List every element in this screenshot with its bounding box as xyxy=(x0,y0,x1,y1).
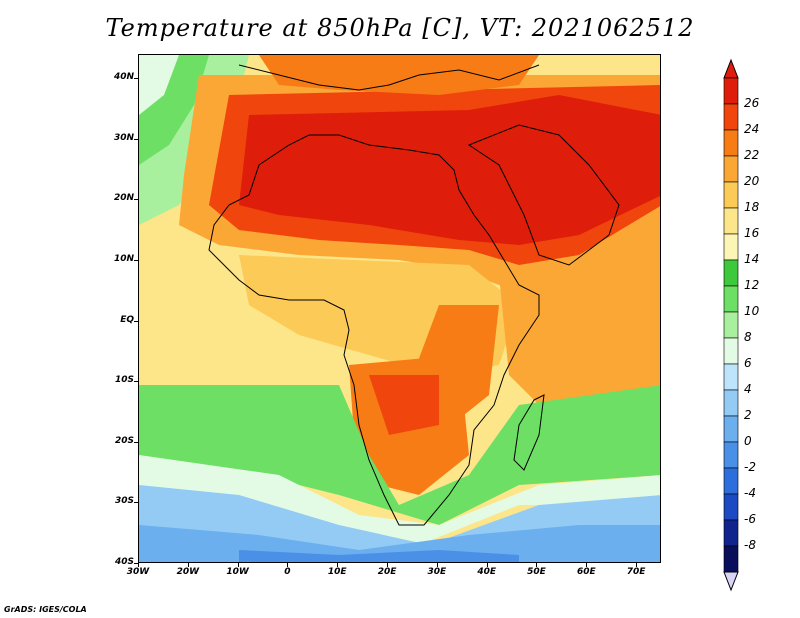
lon-label: 20E xyxy=(377,567,397,577)
credit-text: GrADS: IGES/COLA xyxy=(4,605,87,614)
map-panel xyxy=(138,54,661,563)
lon-label: 10E xyxy=(327,567,347,577)
lon-label: 30W xyxy=(126,567,150,577)
lon-tick xyxy=(237,563,239,567)
colorbar-overflow-arrow xyxy=(723,58,739,79)
colorbar-segment xyxy=(723,493,739,521)
lon-tick xyxy=(187,563,189,567)
colorbar-label: 4 xyxy=(744,382,752,396)
lat-label: 20N xyxy=(113,193,134,204)
lat-tick xyxy=(134,381,138,383)
colorbar-label: 2 xyxy=(744,408,752,422)
africa-coastline xyxy=(208,134,540,526)
colorbar-segment xyxy=(723,441,739,469)
lon-label: 40E xyxy=(477,567,496,577)
temperature-map xyxy=(139,55,660,562)
lat-tick xyxy=(134,502,138,504)
colorbar-segment xyxy=(723,467,739,495)
lon-tick xyxy=(387,563,389,567)
lon-tick xyxy=(138,563,139,567)
colorbar-label: -2 xyxy=(744,460,756,474)
colorbar-segment xyxy=(723,415,739,443)
lat-tick xyxy=(134,563,138,564)
colorbar-label: 6 xyxy=(744,356,752,370)
lon-tick xyxy=(636,563,638,567)
lat-label: 30S xyxy=(114,496,134,507)
colorbar-segment xyxy=(723,103,739,131)
lon-label: 10W xyxy=(226,567,249,577)
lon-label: 60E xyxy=(576,567,596,577)
colorbar-segment xyxy=(723,155,739,183)
colorbar-segment xyxy=(723,545,739,573)
lat-label: 10S xyxy=(114,375,134,386)
lat-tick xyxy=(134,320,138,322)
lon-label: 0 xyxy=(284,567,291,577)
colorbar-label: 10 xyxy=(744,304,760,318)
lat-tick xyxy=(134,78,138,80)
lat-label: 30N xyxy=(113,132,134,143)
colorbar-segment xyxy=(723,519,739,547)
colorbar-label: 20 xyxy=(744,174,760,188)
lon-tick xyxy=(486,563,488,567)
chart-title: Temperature at 850hPa [C], VT: 202106251… xyxy=(105,14,695,42)
colorbar-label: 16 xyxy=(744,226,760,240)
colorbar-segment xyxy=(723,77,739,105)
lon-tick xyxy=(586,563,588,567)
europe-coastline xyxy=(238,64,540,91)
colorbar-segment xyxy=(723,259,739,287)
lat-label: EQ xyxy=(120,314,134,325)
lon-tick xyxy=(287,563,289,567)
colorbar-segment xyxy=(723,207,739,235)
lon-tick xyxy=(337,563,339,567)
lon-label: 20W xyxy=(176,567,200,577)
colorbar-label: 22 xyxy=(744,148,760,162)
colorbar-segment xyxy=(723,337,739,365)
colorbar-label: 24 xyxy=(744,122,760,136)
colorbar-label: 18 xyxy=(744,200,760,214)
arabia-coastline xyxy=(467,124,620,266)
lon-tick xyxy=(536,563,538,567)
colorbar-segment xyxy=(723,233,739,261)
colorbar-underflow-arrow xyxy=(723,571,739,592)
shade-south-lightgreen xyxy=(139,455,660,545)
colorbar-label: -4 xyxy=(744,486,756,500)
shade-south-darkblue xyxy=(239,550,519,562)
shade-indian-ocean xyxy=(499,255,660,405)
lat-tick xyxy=(134,441,138,443)
shade-southern-africa-core xyxy=(369,375,439,435)
shade-north-atlantic-3 xyxy=(139,55,179,115)
lon-tick xyxy=(436,563,438,567)
lat-label: 40S xyxy=(114,557,134,567)
colorbar xyxy=(723,58,739,592)
colorbar-segment xyxy=(723,129,739,157)
lat-tick xyxy=(134,260,138,262)
shade-south-green xyxy=(139,385,660,525)
colorbar-label: 26 xyxy=(744,96,760,110)
colorbar-label: -8 xyxy=(744,538,756,552)
colorbar-segment xyxy=(723,389,739,417)
lat-label: 20S xyxy=(114,435,134,446)
madagascar-coastline xyxy=(513,394,545,471)
lat-tick xyxy=(134,199,138,201)
lat-label: 10N xyxy=(113,254,134,265)
lon-label: 30E xyxy=(427,567,447,577)
lat-tick xyxy=(134,138,138,140)
shade-mediterranean xyxy=(259,55,539,95)
colorbar-label: 14 xyxy=(744,252,760,266)
colorbar-segment xyxy=(723,285,739,313)
lat-label: 40N xyxy=(113,72,134,83)
colorbar-segment xyxy=(723,363,739,391)
colorbar-label: 12 xyxy=(744,278,760,292)
lon-label: 70E xyxy=(626,567,646,577)
colorbar-segment xyxy=(723,311,739,339)
lon-label: 50E xyxy=(527,567,546,577)
colorbar-label: 8 xyxy=(744,330,752,344)
colorbar-label: -6 xyxy=(744,512,756,526)
colorbar-label: 0 xyxy=(744,434,752,448)
colorbar-segment xyxy=(723,181,739,209)
shade-sahara-core xyxy=(239,95,660,245)
